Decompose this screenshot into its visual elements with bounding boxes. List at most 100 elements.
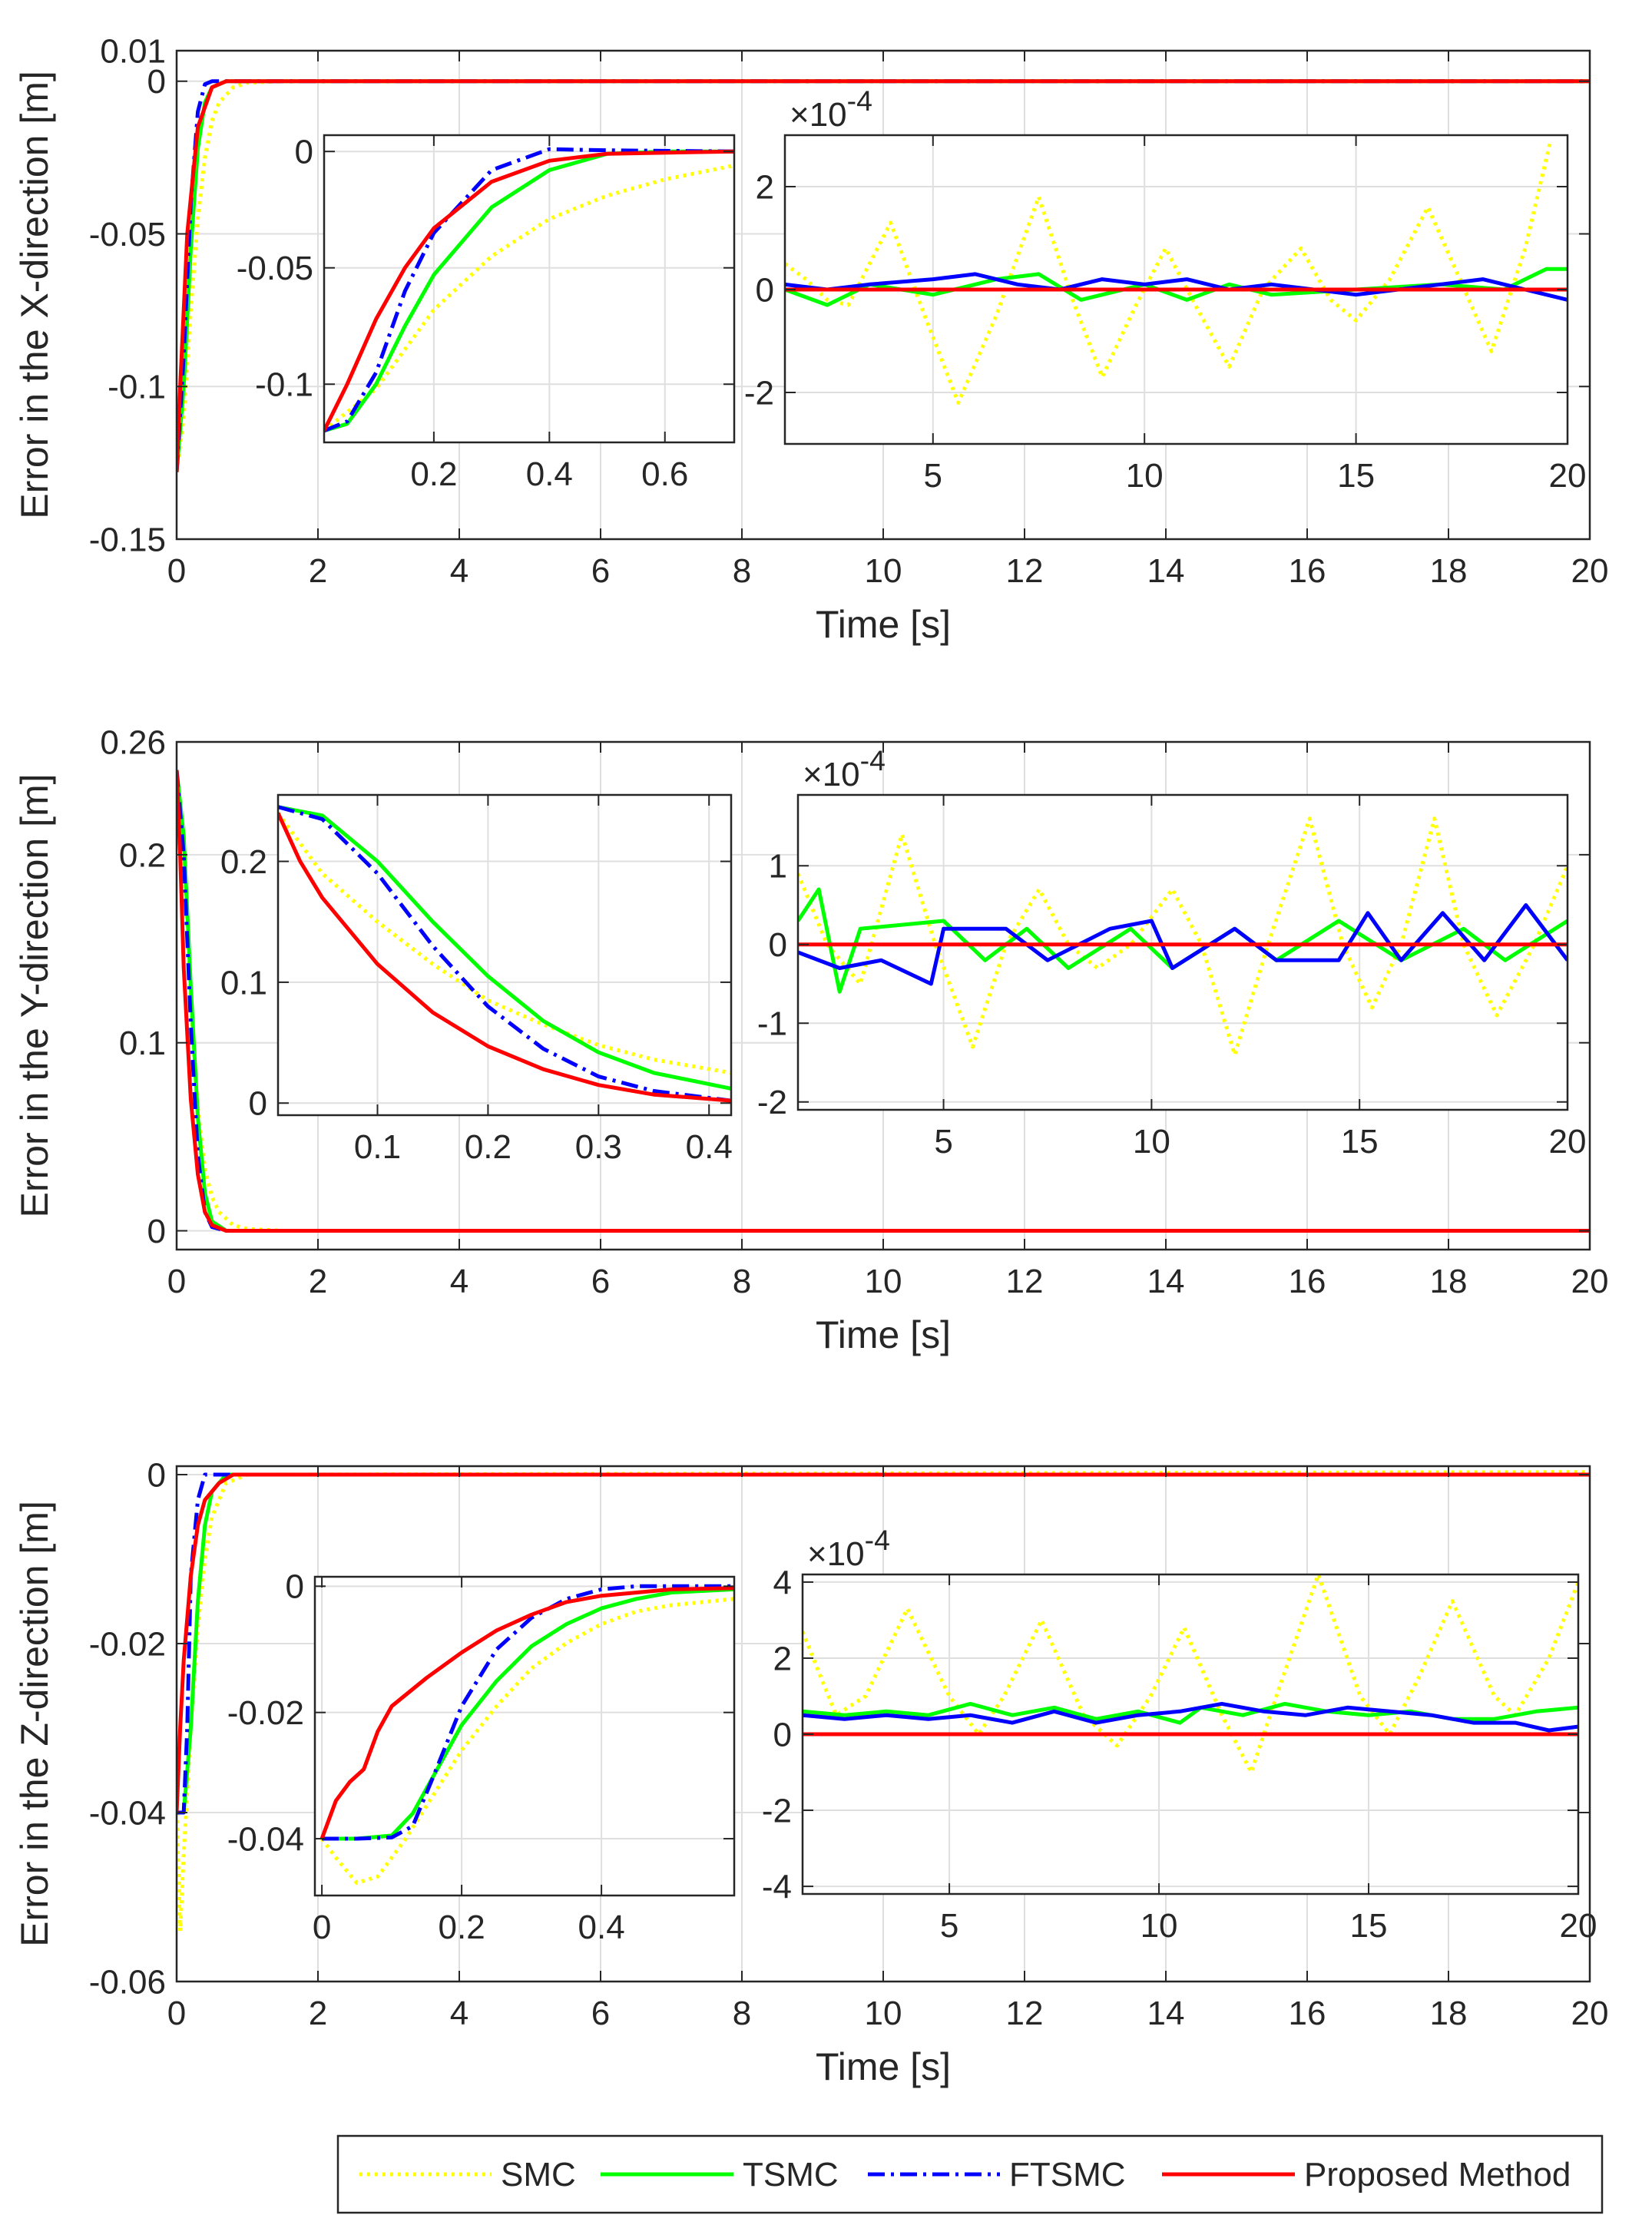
x-tick-label: 10	[865, 1995, 902, 2032]
x-tick-label: 0.6	[641, 455, 688, 493]
series-line-smc	[324, 163, 734, 432]
y-tick-label: -2	[762, 1792, 792, 1829]
plot-frame	[276, 793, 733, 1117]
x-tick-label: 16	[1289, 552, 1326, 590]
series-group	[785, 140, 1568, 405]
x-tick-label: 6	[591, 552, 610, 590]
x-tick-label: 20	[1560, 1907, 1597, 1945]
series-group	[319, 1584, 734, 1886]
series-group	[803, 1574, 1578, 1774]
x-tick-label: 15	[1341, 1123, 1379, 1160]
series-line-proposed-method	[319, 1586, 734, 1839]
y-tick-label: -0.04	[227, 1820, 304, 1858]
exponent-label: ×10-4	[807, 1524, 890, 1573]
x-tick-label: 0	[167, 552, 186, 590]
x-tick-label: 2	[309, 552, 327, 590]
series-line-smc	[785, 140, 1553, 405]
series-group	[324, 147, 734, 433]
x-tick-label: 5	[934, 1123, 952, 1160]
x-tick-label: 20	[1549, 457, 1587, 495]
x-tick-label: 0.2	[410, 455, 457, 493]
x-tick-label: 10	[865, 552, 902, 590]
inset-z-0: 0 0.2 0.4 -0.04 -0.02 0	[227, 1568, 736, 1946]
legend-label: TSMC	[743, 2156, 839, 2193]
x-tick-label: 2	[309, 1263, 327, 1300]
y-tick-label: 0.1	[119, 1025, 166, 1062]
y-tick-label: 0	[147, 1213, 166, 1250]
x-tick-label: 0.4	[578, 1909, 625, 1946]
y-tick-label: 1	[769, 848, 787, 886]
y-axis-label: Error in the Z-direction [m]	[13, 1501, 56, 1947]
x-tick-label: 18	[1430, 1263, 1468, 1300]
y-tick-label: -4	[762, 1868, 792, 1905]
x-tick-label: 5	[924, 457, 942, 495]
series-line-ftsmc	[785, 272, 1568, 302]
y-tick-label: -0.04	[89, 1794, 166, 1832]
x-tick-label: 8	[733, 552, 751, 590]
y-axis-label: Error in the X-direction [m]	[13, 71, 56, 519]
y-tick-label: -0.1	[108, 369, 166, 406]
y-tick-label: 0	[769, 926, 787, 964]
x-tick-label: 5	[940, 1907, 958, 1945]
x-tick-label: 4	[450, 1263, 468, 1300]
x-tick-label: 0.2	[465, 1128, 511, 1166]
y-tick-label: -2	[744, 374, 774, 412]
series-line-proposed-method	[324, 149, 734, 432]
series-group	[177, 770, 1590, 1233]
plot-frame	[313, 1575, 736, 1897]
x-tick-label: 0.4	[526, 455, 573, 493]
y-tick-label: 0	[756, 271, 774, 309]
series-line-ftsmc	[177, 770, 1590, 1233]
y-tick-label: -0.15	[89, 521, 166, 558]
series-line-ftsmc	[798, 903, 1568, 986]
series-line-tsmc	[177, 1472, 1590, 1815]
x-tick-label: 10	[1141, 1907, 1178, 1945]
series-line-smc	[803, 1574, 1578, 1774]
y-tick-label: 0	[147, 1456, 166, 1494]
series-line-smc	[177, 1470, 1590, 1933]
x-tick-label: 0.3	[575, 1128, 622, 1166]
x-tick-label: 10	[865, 1263, 902, 1300]
x-axis-label: Time [s]	[816, 603, 951, 646]
plot-frame	[323, 134, 736, 444]
x-tick-label: 6	[591, 1263, 610, 1300]
series-group	[798, 816, 1568, 1057]
x-tick-label: 0.2	[439, 1909, 485, 1946]
legend-label: Proposed Method	[1304, 2156, 1571, 2193]
series-line-proposed-method	[177, 770, 1590, 1233]
y-tick-label: 0	[773, 1716, 792, 1753]
series-line-proposed-method	[177, 1472, 1590, 1813]
x-tick-label: 4	[450, 552, 468, 590]
x-tick-label: 6	[591, 1995, 610, 2032]
x-axis-label: Time [s]	[816, 1313, 951, 1356]
y-tick-label: 0.1	[220, 964, 267, 1002]
x-tick-label: 2	[309, 1995, 327, 2032]
x-tick-label: 10	[1133, 1123, 1170, 1160]
x-tick-label: 4	[450, 1995, 468, 2032]
x-tick-label: 20	[1571, 1263, 1609, 1300]
x-tick-label: 8	[733, 1263, 751, 1300]
x-tick-label: 8	[733, 1995, 751, 2032]
y-tick-label: -0.02	[227, 1694, 304, 1732]
y-tick-label: 0.01	[100, 32, 166, 70]
x-tick-label: 0	[167, 1263, 186, 1300]
y-tick-label: 0.26	[100, 723, 166, 761]
x-tick-label: 18	[1430, 1995, 1468, 2032]
series-line-ftsmc	[177, 79, 1590, 472]
y-tick-label: 0	[295, 134, 313, 171]
x-tick-label: 0	[167, 1995, 186, 2032]
y-tick-label: -0.06	[89, 1963, 166, 2001]
x-tick-label: 16	[1289, 1995, 1326, 2032]
y-tick-label: 0	[286, 1568, 304, 1606]
inset-x-0: 0.2 0.4 0.6 -0.1 -0.05 0	[237, 134, 736, 493]
y-tick-label: 0.2	[119, 836, 166, 874]
x-tick-label: 15	[1350, 1907, 1388, 1945]
plot-background	[798, 795, 1568, 1110]
x-tick-label: 18	[1430, 552, 1468, 590]
x-tick-label: 20	[1571, 1995, 1609, 2032]
series-line-tsmc	[798, 887, 1568, 994]
series-line-proposed-method	[278, 812, 731, 1103]
